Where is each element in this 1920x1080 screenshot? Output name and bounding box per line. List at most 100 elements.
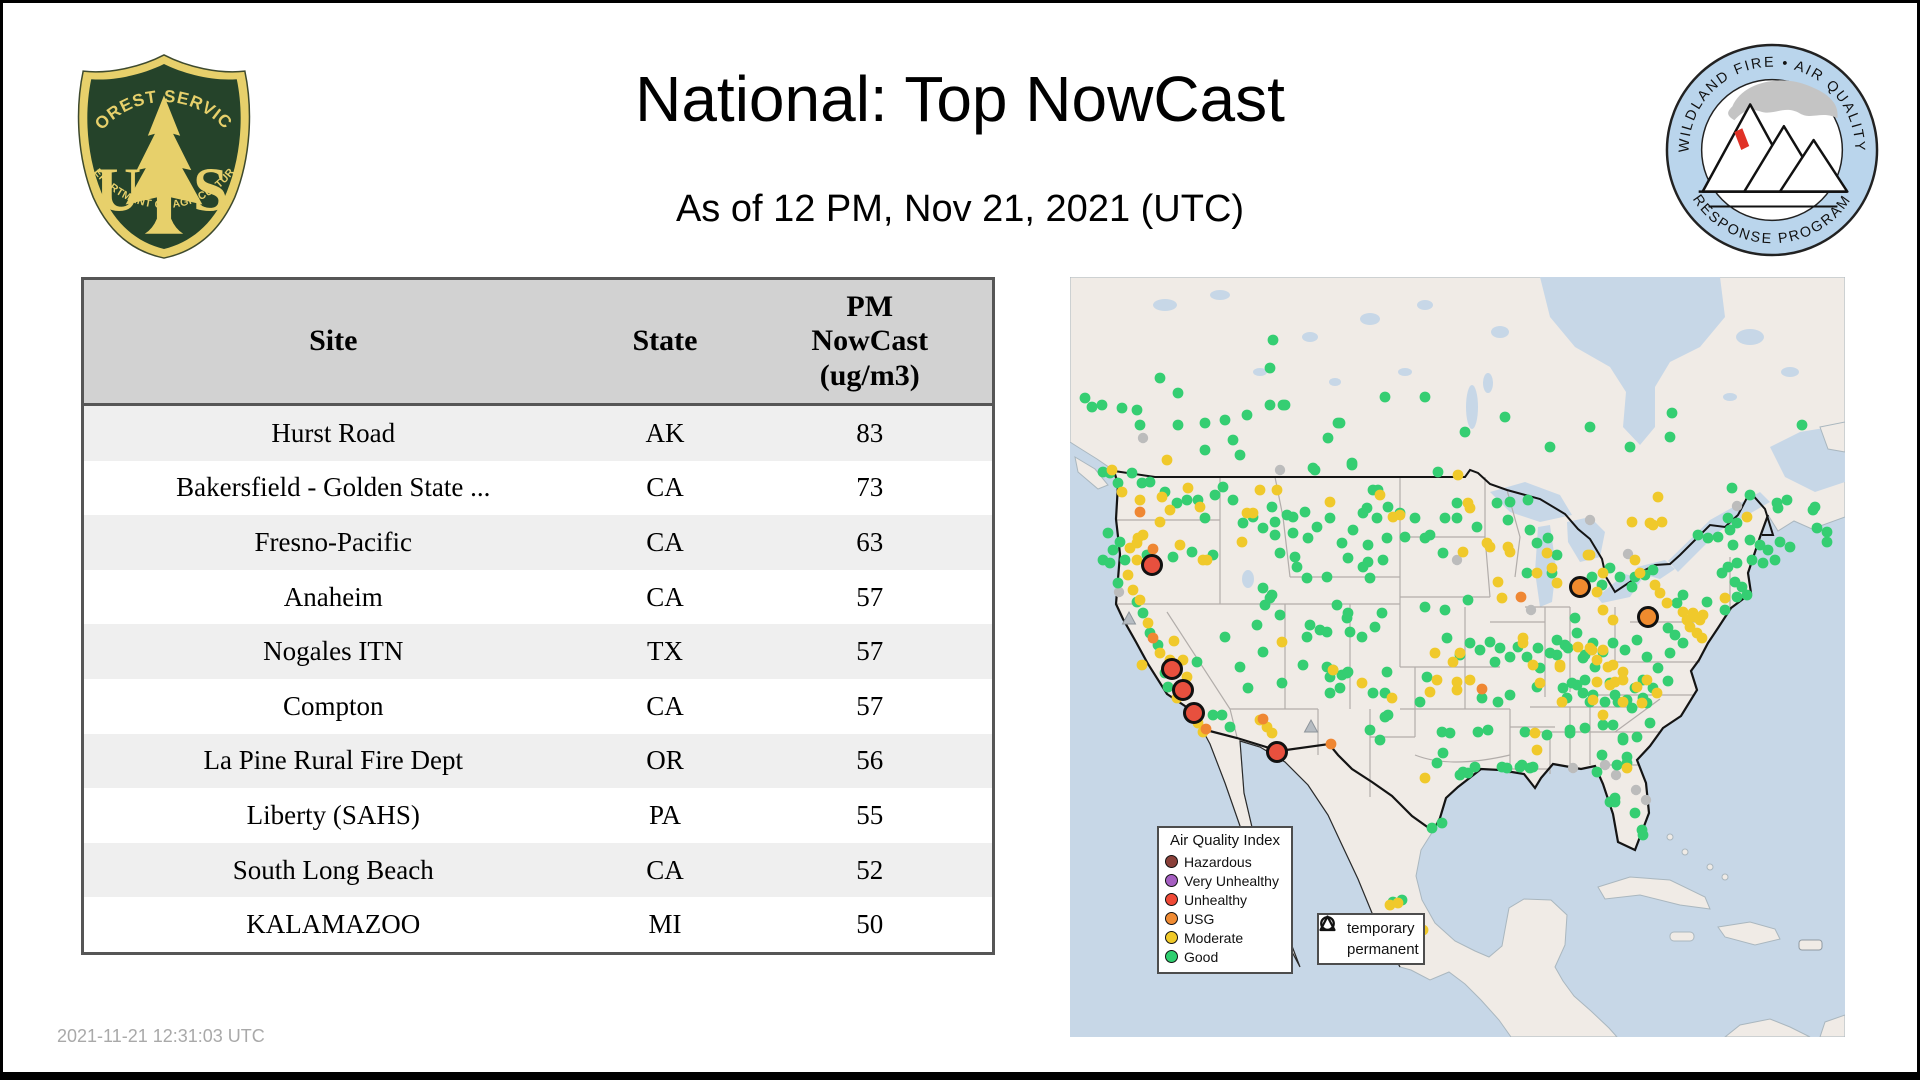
station-dot-good (1409, 512, 1421, 524)
station-dot-good (1492, 696, 1504, 708)
station-dot-moderate (1327, 664, 1339, 676)
station-dot-good (1119, 554, 1131, 566)
station-dot-good (1677, 589, 1689, 601)
station-dot-good (1731, 557, 1743, 569)
site-cell: South Long Beach (82, 842, 583, 898)
station-dot-moderate (1551, 577, 1563, 589)
site-table-head: Site State PM NowCast (ug/m3) (82, 278, 994, 406)
station-dot-good (1586, 571, 1598, 583)
station-dot-good (1369, 621, 1381, 633)
station-dot-moderate (1116, 486, 1128, 498)
station-dot-moderate (1127, 584, 1139, 596)
station-dot-moderate (1554, 659, 1566, 671)
station-dot-good (1437, 547, 1449, 559)
aqi-legend: Air Quality Index Hazardous Very Unhealth… (1157, 826, 1293, 974)
station-dot-moderate (1122, 569, 1134, 581)
station-dot-good (1617, 732, 1629, 744)
station-dot-good (1464, 637, 1476, 649)
station-dot-moderate (1136, 659, 1148, 671)
legend-label: Very Unhealthy (1184, 872, 1279, 889)
site-cell: Anaheim (82, 569, 583, 625)
station-dot-good (1342, 552, 1354, 564)
station-dot-good (1342, 607, 1354, 619)
station-dot-good (1566, 677, 1578, 689)
station-dot-moderate (1462, 497, 1474, 509)
station-dot-good (1702, 532, 1714, 544)
station-dot-good (1821, 536, 1833, 548)
station-dot-moderate (1182, 482, 1194, 494)
permanent-triangle-icon (1319, 915, 1342, 958)
station-dot-good (1274, 609, 1286, 621)
station-dot-moderate (1584, 549, 1596, 561)
station-dot-good (1637, 829, 1649, 841)
station-dot-good (1414, 696, 1426, 708)
station-dot-good (1421, 671, 1433, 683)
station-dot-good (1716, 567, 1728, 579)
islands (1074, 421, 1845, 1037)
station-dot-good (1544, 441, 1556, 453)
station-dot-good (1376, 607, 1388, 619)
station-dot-moderate (1464, 674, 1476, 686)
station-dot-good (1267, 334, 1279, 346)
station-dot-moderate (1492, 576, 1504, 588)
station-dot-good (1264, 362, 1276, 374)
highlight-marker-usg (1637, 606, 1659, 628)
station-dot-moderate (1424, 686, 1436, 698)
station-dot-good (1346, 457, 1358, 469)
station-dot-good (1216, 709, 1228, 721)
station-dot-good (1771, 497, 1783, 509)
station-dot-good (1096, 399, 1108, 411)
station-dot-good (1564, 727, 1576, 739)
station-dot-moderate (1617, 666, 1629, 678)
station-dot-inactive (1525, 604, 1537, 616)
station-dot-good (1321, 571, 1333, 583)
station-dot-moderate (1572, 641, 1584, 653)
station-dot-good (1724, 524, 1736, 536)
station-dot-good (1502, 514, 1514, 526)
column-header-pm-nowcast: PM NowCast (ug/m3) (747, 278, 994, 406)
station-dot-good (1419, 532, 1431, 544)
station-dot-good (1191, 656, 1203, 668)
station-dot-good (1577, 652, 1589, 664)
station-dot-good (1136, 477, 1148, 489)
station-dot-good (1596, 749, 1608, 761)
value-cell: 83 (747, 404, 994, 461)
page-subtitle: As of 12 PM, Nov 21, 2021 (UTC) (675, 188, 1245, 230)
national-borders (1112, 468, 1775, 968)
station-dot-good (1551, 649, 1563, 661)
station-dot-good (1462, 594, 1474, 606)
station-dot-good (1362, 539, 1374, 551)
site-cell: Liberty (SAHS) (82, 788, 583, 843)
marker-type-legend: temporary permanent (1317, 913, 1425, 965)
station-dot-good (1219, 631, 1231, 643)
station-dot-good (1726, 482, 1738, 494)
station-dot-moderate (1602, 661, 1614, 673)
station-dot-moderate (1696, 632, 1708, 644)
station-dot-good (1611, 759, 1623, 771)
station-dot-good (1144, 476, 1156, 488)
permanent-station-triangle (1121, 610, 1137, 625)
station-dot-moderate (1531, 744, 1543, 756)
state-cell: CA (582, 515, 748, 570)
station-dot-good (1367, 687, 1379, 699)
station-dot-usg (1200, 723, 1212, 735)
station-dot-good (1701, 596, 1713, 608)
station-dot-good (1504, 496, 1516, 508)
station-dot-moderate (1429, 647, 1441, 659)
legend-dot-icon (1165, 855, 1178, 868)
station-dot-good (1569, 612, 1581, 624)
station-dot-good (1521, 651, 1533, 663)
station-dot-good (1167, 551, 1179, 563)
station-dot-inactive (1599, 759, 1611, 771)
station-dot-good (1474, 644, 1486, 656)
station-dot-moderate (1586, 644, 1598, 656)
page-title: National: Top NowCast (635, 63, 1285, 135)
station-dot-good (1757, 557, 1769, 569)
site-cell: KALAMAZOO (82, 897, 583, 954)
station-dot-good (1499, 411, 1511, 423)
station-dot-good (1199, 417, 1211, 429)
station-dot-good (1677, 637, 1689, 649)
station-dot-good (1162, 681, 1174, 693)
station-dot-good (1371, 512, 1383, 524)
station-dot-good (1504, 689, 1516, 701)
